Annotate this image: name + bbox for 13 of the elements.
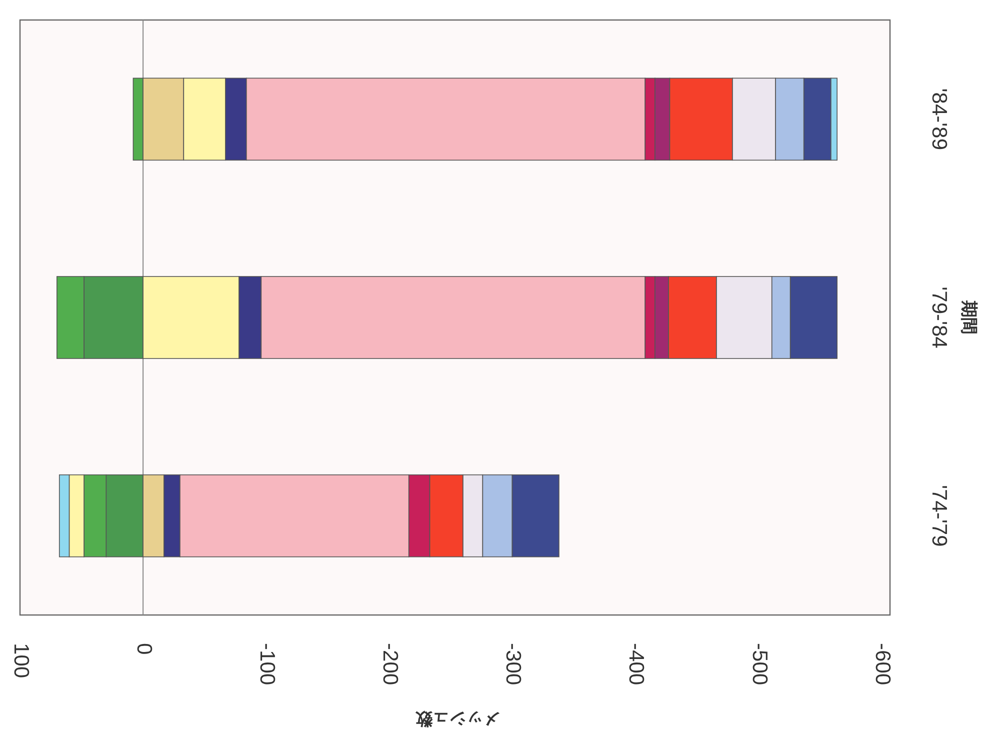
x-tick-label: -100 — [256, 643, 279, 686]
x-axis-title: メッシュ数 — [414, 710, 500, 729]
x-tick-label: -400 — [624, 643, 648, 686]
y-axis-title: 期間 — [960, 300, 979, 334]
y-tick-label: '79-'84 — [927, 286, 950, 349]
y-tick-label: '74-'79 — [927, 484, 950, 547]
x-tick-label: -500 — [748, 643, 771, 686]
x-tick-label: -300 — [502, 643, 525, 686]
x-tick-label: -600 — [870, 643, 894, 686]
x-tick-label: 0 — [132, 643, 156, 655]
y-tick-label: '84-'89 — [927, 88, 950, 150]
x-tick-label: 100 — [9, 643, 32, 678]
x-tick-label: -200 — [378, 643, 402, 686]
